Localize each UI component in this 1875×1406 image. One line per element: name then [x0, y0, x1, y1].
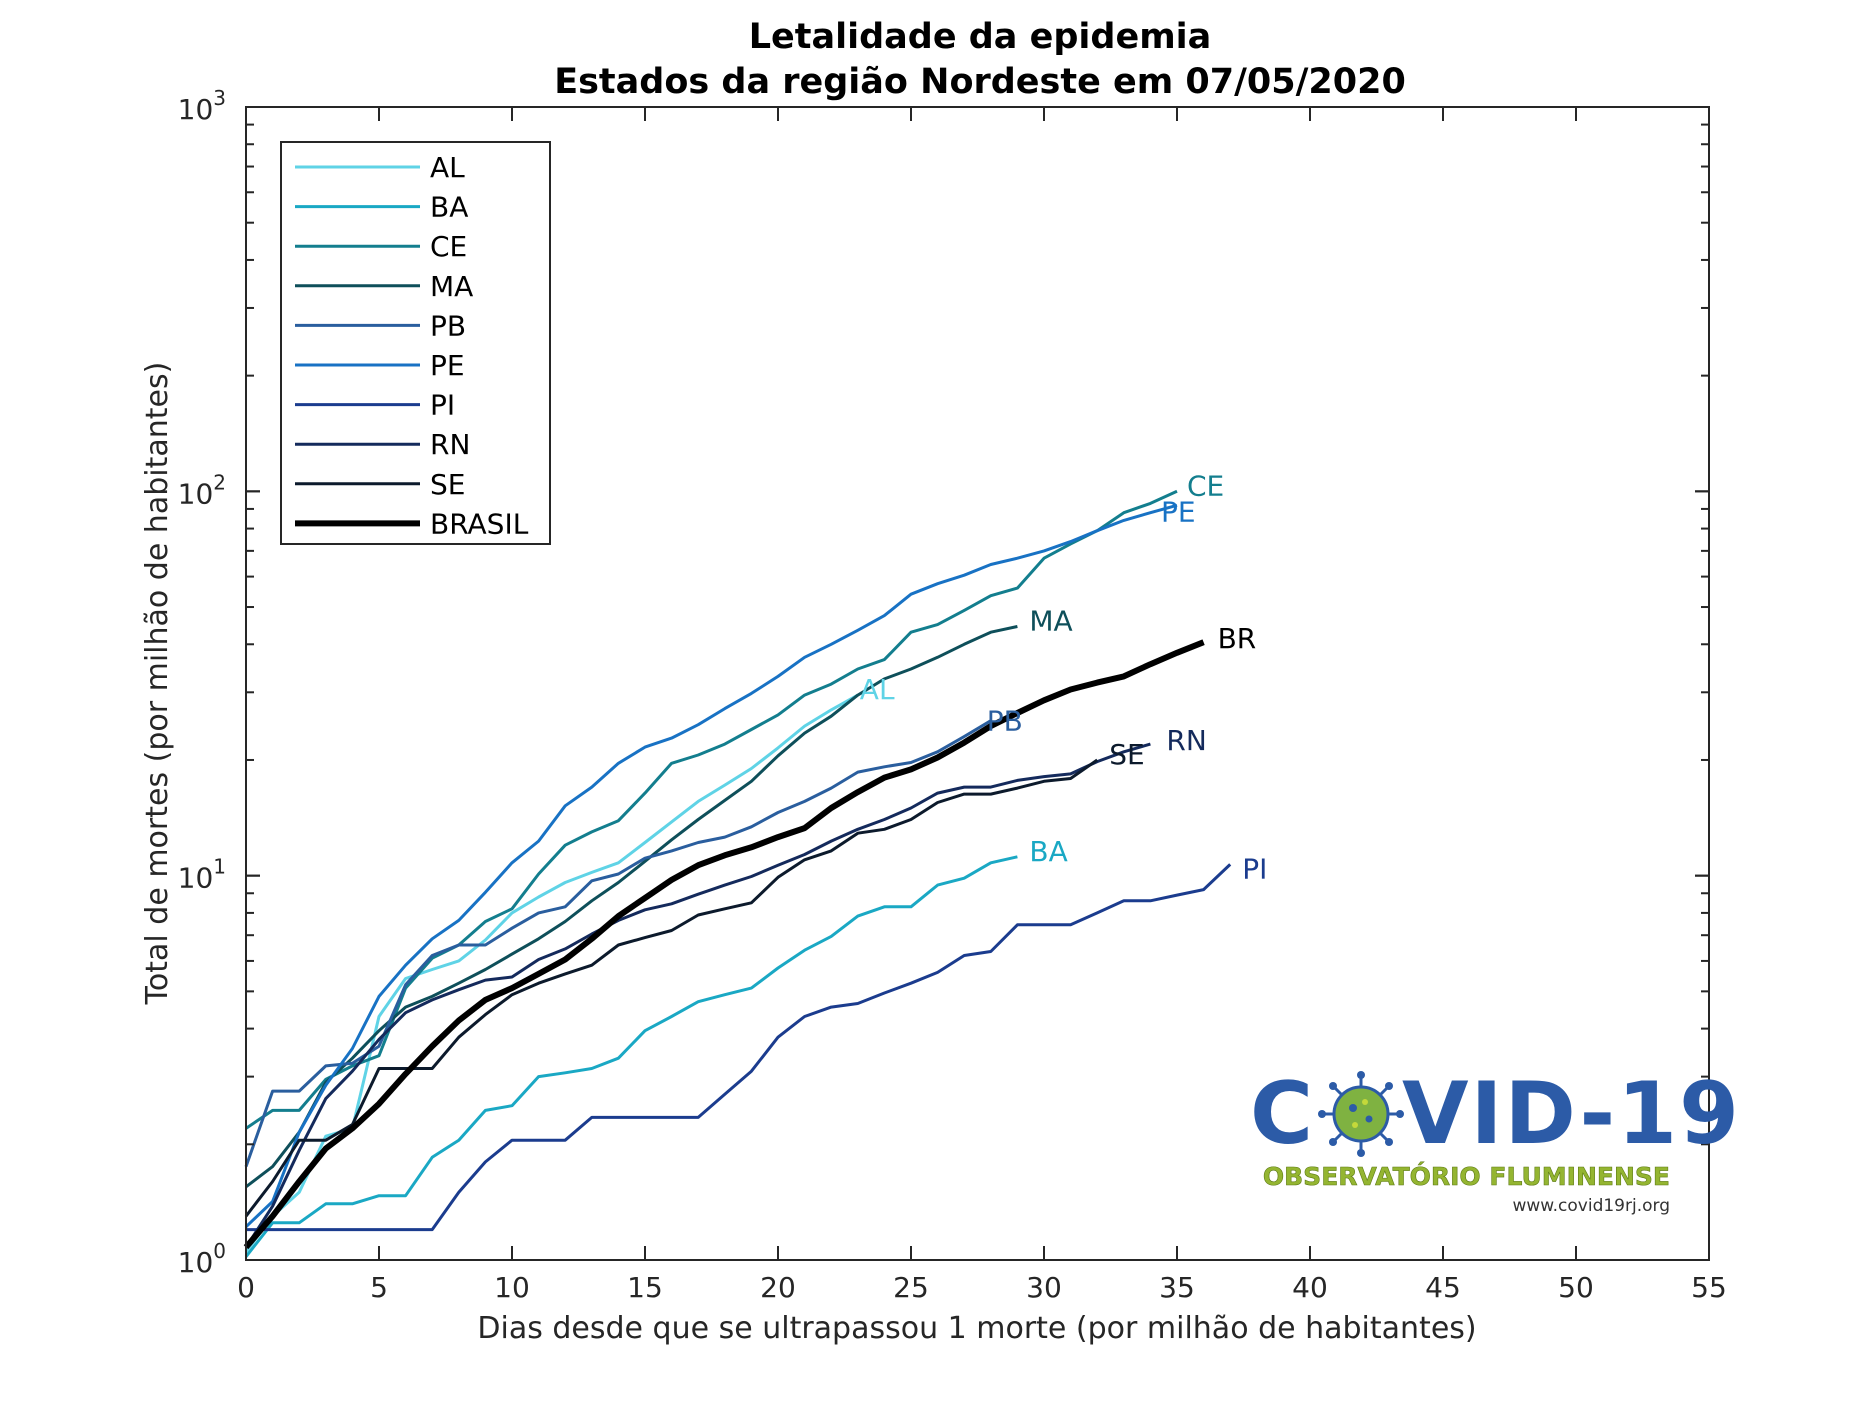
x-tick-label: 50	[1558, 1271, 1594, 1304]
x-tick-label: 45	[1425, 1271, 1461, 1304]
x-axis-label: Dias desde que se ultrapassou 1 morte (p…	[477, 1311, 1476, 1346]
legend-label-pi: PI	[430, 389, 455, 422]
y-tick-exponent: 2	[213, 470, 226, 494]
y-tick-base: 10	[178, 477, 214, 510]
x-tick-label: 25	[893, 1271, 929, 1304]
legend-label-pe: PE	[430, 349, 465, 382]
x-tick-label: 15	[627, 1271, 663, 1304]
series-end-label-br: BR	[1218, 622, 1257, 655]
legend-label-ma: MA	[430, 270, 473, 303]
x-tick-label: 40	[1292, 1271, 1328, 1304]
series-end-label-pi: PI	[1242, 852, 1267, 885]
legend-label-ce: CE	[430, 230, 467, 263]
legend-items: AL BA CE MA PB PE PI RN SE BRASIL	[295, 151, 529, 540]
legend-label-al: AL	[430, 151, 465, 184]
end-labels-layer: AL BA CE MA PB PE PI RN SE BR	[860, 469, 1268, 885]
x-tick-label: 10	[494, 1271, 530, 1304]
y-tick-label: 102	[178, 470, 226, 510]
legend-label-pb: PB	[430, 309, 466, 342]
y-tick-exponent: 0	[213, 1239, 226, 1263]
x-tick-label: 5	[370, 1271, 388, 1304]
series-end-label-rn: RN	[1166, 724, 1206, 757]
covid19-logo: C	[1250, 1064, 1741, 1216]
y-tick-base: 10	[178, 1246, 214, 1279]
plot-frame	[245, 106, 1710, 1261]
legend-box	[280, 141, 551, 545]
legend-label-rn: RN	[430, 428, 470, 461]
chart-subtitle: Estados da região Nordeste em 07/05/2020	[554, 62, 1406, 102]
logo-subtitle: OBSERVATÓRIO FLUMINENSE	[1263, 1161, 1670, 1191]
legend-label-ba: BA	[430, 191, 468, 224]
x-tick-labels: 0 5 10 15 20 25 30 35 40 45 50 55	[237, 1271, 1727, 1304]
series-end-label-ce: CE	[1187, 469, 1224, 502]
x-tick-label: 0	[237, 1271, 255, 1304]
logo-title-c: C	[1250, 1064, 1315, 1164]
series-line-ce	[245, 489, 1178, 1130]
tick-layer	[245, 106, 1710, 1261]
y-tick-exponent: 3	[213, 86, 226, 110]
legend: AL BA CE MA PB PE PI RN SE BRASIL	[280, 141, 551, 545]
series-line-pe	[244, 503, 1178, 1228]
x-tick-label: 35	[1159, 1271, 1195, 1304]
series-line-pi	[246, 863, 1232, 1232]
logo-title-rest: VID-19	[1402, 1064, 1741, 1164]
virus-icon	[1318, 1071, 1404, 1157]
y-tick-base: 10	[178, 93, 214, 126]
series-line-ma	[245, 625, 1018, 1188]
series-end-label-ma: MA	[1029, 604, 1072, 637]
x-tick-label: 20	[760, 1271, 796, 1304]
y-tick-label: 100	[178, 1239, 226, 1279]
series-line-brasil	[243, 639, 1205, 1250]
series-layer	[243, 489, 1232, 1258]
chart-title: Letalidade da epidemia	[749, 17, 1212, 57]
x-tick-label: 30	[1026, 1271, 1062, 1304]
y-tick-label: 103	[178, 86, 226, 126]
x-tick-label: 55	[1691, 1271, 1727, 1304]
y-tick-base: 10	[178, 862, 214, 895]
series-end-label-al: AL	[860, 673, 895, 706]
series-line-rn	[244, 742, 1151, 1249]
series-end-label-ba: BA	[1029, 835, 1067, 868]
series-end-label-pb: PB	[987, 705, 1023, 738]
series-end-label-pe: PE	[1161, 495, 1196, 528]
y-tick-exponent: 1	[213, 855, 226, 879]
series-line-se	[244, 758, 1099, 1218]
y-axis-label: Total de mortes (por milhão de habitante…	[140, 362, 175, 1006]
series-line-ba	[244, 855, 1018, 1258]
legend-label-brasil: BRASIL	[430, 507, 529, 540]
legend-label-se: SE	[430, 468, 465, 501]
logo-url: www.covid19rj.org	[1512, 1196, 1670, 1216]
series-end-label-se: SE	[1109, 738, 1144, 771]
y-tick-label: 101	[178, 855, 226, 895]
